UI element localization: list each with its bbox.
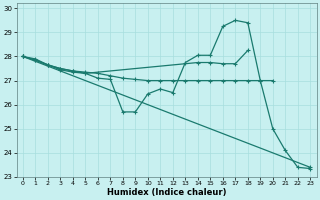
X-axis label: Humidex (Indice chaleur): Humidex (Indice chaleur) — [107, 188, 226, 197]
